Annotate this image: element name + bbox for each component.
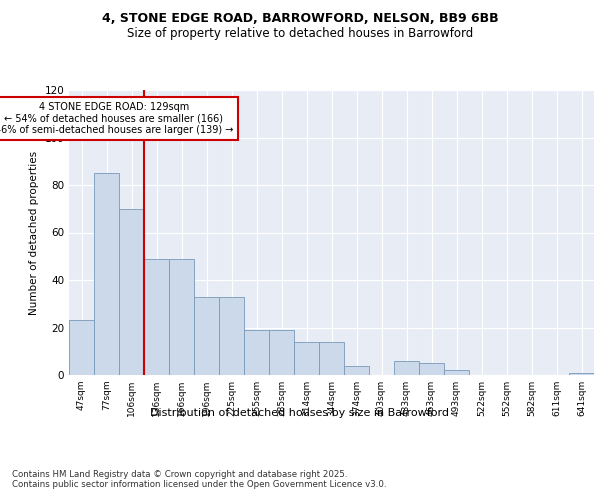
Bar (69, 320, 94, 375)
Bar (219, 296, 244, 375)
Y-axis label: Number of detached properties: Number of detached properties (29, 150, 39, 314)
Bar (244, 330, 269, 375)
Bar (294, 342, 319, 375)
Bar (169, 258, 194, 375)
Bar (419, 363, 444, 375)
Bar (269, 330, 294, 375)
Bar (194, 296, 219, 375)
Text: 4, STONE EDGE ROAD, BARROWFORD, NELSON, BB9 6BB: 4, STONE EDGE ROAD, BARROWFORD, NELSON, … (101, 12, 499, 26)
Bar (319, 342, 344, 375)
Text: Size of property relative to detached houses in Barrowford: Size of property relative to detached ho… (127, 28, 473, 40)
Bar (444, 370, 469, 375)
Bar (394, 361, 419, 375)
Text: Distribution of detached houses by size in Barrowford: Distribution of detached houses by size … (151, 408, 449, 418)
Bar (569, 372, 594, 375)
Text: 4 STONE EDGE ROAD: 129sqm
← 54% of detached houses are smaller (166)
46% of semi: 4 STONE EDGE ROAD: 129sqm ← 54% of detac… (0, 102, 233, 135)
Bar (94, 173, 119, 375)
Bar (119, 209, 144, 375)
Bar (144, 258, 169, 375)
Text: Contains HM Land Registry data © Crown copyright and database right 2025.
Contai: Contains HM Land Registry data © Crown c… (12, 470, 386, 490)
Bar (344, 366, 369, 375)
